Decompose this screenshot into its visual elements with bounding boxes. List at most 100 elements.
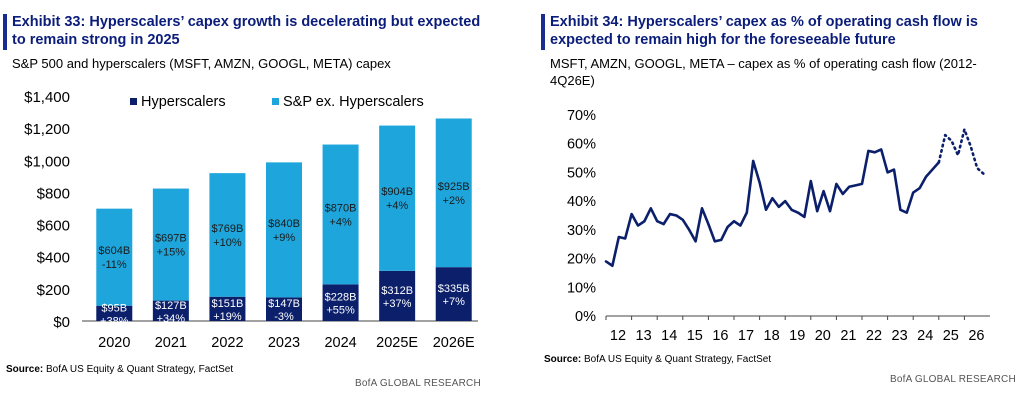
x-tick-label: 23	[892, 328, 908, 344]
left-exhibit-panel: Exhibit 33: Hyperscalers’ capex growth i…	[0, 0, 500, 404]
data-label-sp-ex-growth: +15%	[157, 247, 186, 259]
x-tick-label: 25	[943, 328, 959, 344]
x-tick-label: 2025E	[376, 335, 418, 351]
bar-sp-ex-hyperscalers	[209, 173, 246, 297]
title-accent-bar	[541, 14, 545, 50]
x-tick-label: 2022	[211, 335, 243, 351]
capex-stacked-bar-chart: $0 $200 $400 $600 $800 $1,000 $1,200 $1,400 Hype…	[24, 89, 478, 351]
y-tick-label: $1,400	[24, 89, 70, 106]
exhibit-34-footer: BofA GLOBAL RESEARCH	[890, 374, 1016, 385]
x-tick-label: 16	[712, 328, 728, 344]
data-label-sp-ex-growth: +4%	[329, 216, 352, 228]
exhibit-34-source: Source: BofA US Equity & Quant Strategy,…	[544, 354, 771, 365]
data-label-sp-ex-growth: +4%	[386, 200, 409, 212]
data-label-sp-ex-value: $697B	[155, 233, 187, 245]
y-tick-label: 40%	[567, 194, 596, 210]
data-label-hyperscalers-growth: +37%	[383, 298, 412, 310]
y-tick-label: 0%	[575, 309, 596, 325]
x-tick-label: 2024	[324, 335, 356, 351]
y-tick-label: 70%	[567, 108, 596, 124]
y-tick-label: $1,000	[24, 153, 70, 170]
bar-hyperscalers	[435, 267, 472, 321]
data-label-hyperscalers-value: $228B	[325, 292, 357, 304]
data-label-hyperscalers-growth: +38%	[100, 315, 129, 327]
x-tick-label: 26	[968, 328, 984, 344]
bar-sp-ex-hyperscalers	[379, 125, 416, 271]
legend-swatch-sp-ex-hyperscalers	[272, 98, 279, 105]
data-label-hyperscalers-value: $335B	[438, 283, 470, 295]
data-label-hyperscalers-value: $127B	[155, 300, 187, 312]
exhibit-33-footer: BofA GLOBAL RESEARCH	[355, 378, 481, 389]
y-tick-label: $400	[37, 250, 70, 267]
x-tick-label: 21	[840, 328, 856, 344]
data-label-sp-ex-value: $904B	[381, 186, 413, 198]
data-label-hyperscalers-value: $95B	[101, 302, 127, 314]
exhibit-33-source: Source: BofA US Equity & Quant Strategy,…	[6, 364, 233, 375]
bar-hyperscalers	[209, 296, 246, 321]
bar-hyperscalers	[266, 297, 302, 321]
exhibit-34-subtitle: MSFT, AMZN, GOOGL, META – capex as % of …	[550, 56, 977, 88]
x-tick-label: 13	[636, 328, 652, 344]
data-label-sp-ex-value: $925B	[438, 181, 470, 193]
forecast-line	[937, 128, 985, 176]
x-tick-label: 24	[917, 328, 933, 344]
y-tick-label: $200	[37, 282, 70, 299]
exhibit-33-subtitle: S&P 500 and hyperscalers (MSFT, AMZN, GO…	[12, 56, 391, 71]
y-tick-label: $0	[53, 314, 70, 331]
data-label-sp-ex-growth: +9%	[273, 232, 296, 244]
data-label-hyperscalers-growth: +34%	[157, 313, 186, 325]
data-label-sp-ex-value: $769B	[212, 223, 244, 235]
x-tick-label: 17	[738, 328, 754, 344]
capex-ocf-line-chart: 0% 10% 20% 30% 40% 50% 60% 70% 12 13 14 15 16 17 18 19 2…	[567, 108, 990, 344]
legend-label-sp-ex-hyperscalers: S&P ex. Hyperscalers	[283, 94, 424, 110]
x-tick-label: 2020	[98, 335, 130, 351]
bar-sp-ex-hyperscalers	[152, 188, 189, 301]
x-tick-label: 2026E	[433, 335, 475, 351]
data-label-hyperscalers-value: $312B	[381, 285, 413, 297]
data-label-sp-ex-value: $840B	[268, 218, 300, 230]
y-tick-label: $1,200	[24, 121, 70, 138]
data-label-sp-ex-value: $604B	[98, 245, 130, 257]
right-exhibit-panel: Exhibit 34: Hyperscalers’ capex as % of …	[538, 0, 1024, 404]
bar-sp-ex-hyperscalers	[435, 118, 472, 268]
x-tick-label: 14	[661, 328, 677, 344]
data-label-hyperscalers-growth: +55%	[326, 305, 355, 317]
bar-sp-ex-hyperscalers	[96, 208, 133, 306]
data-label-hyperscalers-growth: +19%	[213, 311, 242, 323]
data-label-sp-ex-growth: +2%	[443, 195, 466, 207]
bar-hyperscalers	[322, 284, 359, 321]
data-label-sp-ex-value: $870B	[325, 202, 357, 214]
title-accent-bar	[3, 14, 7, 50]
x-tick-label: 12	[610, 328, 626, 344]
data-label-hyperscalers-growth: -3%	[274, 311, 294, 323]
source-text: BofA US Equity & Quant Strategy, FactSet	[46, 364, 234, 375]
x-tick-label: 19	[789, 328, 805, 344]
x-tick-label: 2023	[268, 335, 300, 351]
actual-line	[604, 148, 941, 268]
data-label-hyperscalers-value: $147B	[268, 298, 300, 310]
y-tick-label: $600	[37, 218, 70, 235]
bar-sp-ex-hyperscalers	[266, 162, 302, 298]
source-label: Source:	[544, 354, 582, 365]
bar-sp-ex-hyperscalers	[322, 144, 359, 285]
y-tick-label: 60%	[567, 137, 596, 153]
x-tick-label: 22	[866, 328, 882, 344]
x-tick-label: 18	[764, 328, 780, 344]
x-tick-label: 15	[687, 328, 703, 344]
y-tick-label: 50%	[567, 165, 596, 181]
legend-swatch-hyperscalers	[130, 98, 137, 105]
y-tick-label: 20%	[567, 252, 596, 268]
x-tick-label: 2021	[155, 335, 187, 351]
x-tick-label: 20	[815, 328, 831, 344]
source-label: Source:	[6, 364, 44, 375]
y-tick-label: 30%	[567, 223, 596, 239]
data-label-sp-ex-growth: +10%	[213, 237, 242, 249]
y-tick-label: $800	[37, 185, 70, 202]
exhibit-33-title: Exhibit 33: Hyperscalers’ capex growth i…	[12, 14, 481, 48]
data-label-hyperscalers-value: $151B	[212, 298, 244, 310]
bar-hyperscalers	[152, 300, 189, 321]
data-label-sp-ex-growth: -11%	[102, 259, 127, 271]
exhibit-34-title: Exhibit 34: Hyperscalers’ capex as % of …	[550, 14, 978, 48]
bar-hyperscalers	[379, 270, 416, 321]
legend-label-hyperscalers: Hyperscalers	[141, 94, 226, 110]
